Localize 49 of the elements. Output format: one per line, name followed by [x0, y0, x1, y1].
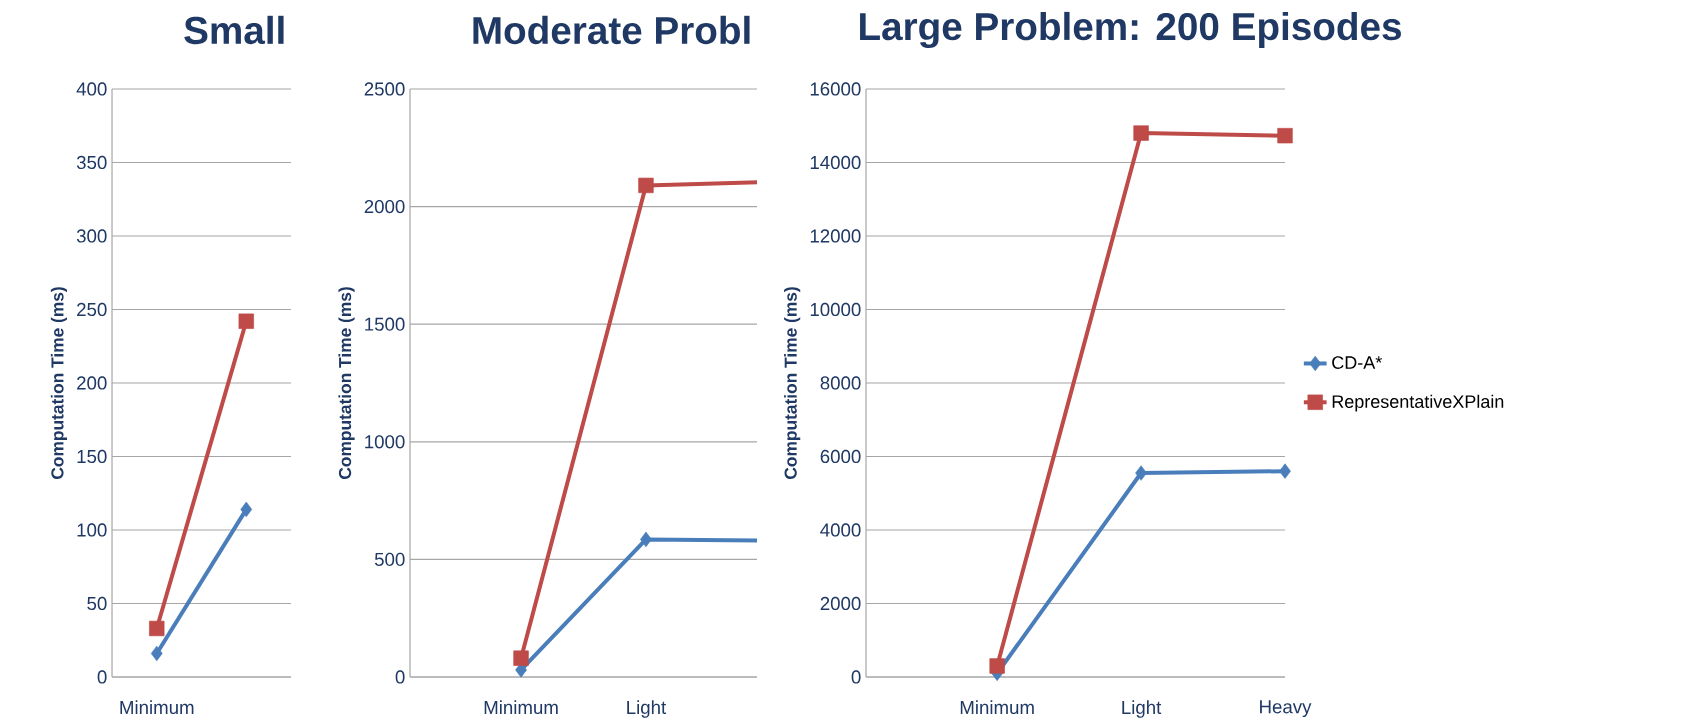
y-tick-label: 50: [87, 596, 107, 611]
point: [1277, 127, 1293, 144]
point: [1135, 465, 1147, 481]
chart-title: Small: [184, 15, 284, 45]
y-tick-label: 4000: [820, 523, 861, 537]
y-tick-label: 500: [374, 552, 405, 566]
y-tick-label: 0: [395, 670, 405, 684]
legend-label: RepresentativeXPlain: [1332, 394, 1504, 412]
point: [240, 501, 253, 518]
y-tick-label: 200: [77, 376, 107, 390]
y-tick-label: 6000: [820, 449, 861, 464]
point: [638, 177, 654, 194]
point: [150, 645, 163, 662]
y-tick-label: 100: [77, 523, 107, 537]
point: [1279, 463, 1291, 479]
chart-title: Moderate Probl: [473, 15, 750, 45]
y-axis-title: Computation Time (ms): [338, 287, 355, 479]
x-tick-label: Light: [627, 700, 667, 718]
y-tick-label: 10000: [810, 302, 861, 317]
y-tick-label: 300: [76, 229, 107, 243]
y-tick-label: 2000: [820, 596, 861, 611]
point: [989, 658, 1005, 674]
x-tick-label: Minimum: [120, 700, 194, 715]
y-tick-label: 400: [76, 82, 107, 96]
point: [149, 620, 165, 637]
chart-title: Large Problem: 200 Episodes: [860, 11, 1401, 49]
y-tick-label: 150: [77, 449, 107, 464]
x-tick-label: Heavy: [1260, 700, 1312, 718]
y-tick-label: 350: [76, 155, 107, 170]
point: [238, 313, 254, 329]
y-tick-label: 14000: [810, 155, 861, 170]
y-tick-label: 2500: [364, 82, 405, 96]
legend-label: CD-A*: [1332, 356, 1382, 369]
y-tick-label: 0: [851, 670, 861, 684]
y-tick-label: 1500: [365, 317, 405, 331]
y-tick-label: 16000: [810, 82, 861, 96]
x-tick-label: Light: [1122, 700, 1162, 718]
y-tick-label: 250: [77, 302, 107, 317]
y-tick-label: 2000: [364, 199, 405, 214]
y-axis-title: Computation Time (ms): [784, 287, 801, 479]
point: [1133, 125, 1149, 141]
x-tick-label: Minimum: [960, 700, 1034, 715]
x-tick-label: Minimum: [484, 700, 558, 715]
y-tick-label: 0: [97, 670, 107, 684]
y-axis-title: Computation Time (ms): [50, 287, 67, 479]
point: [513, 650, 529, 666]
y-tick-label: 12000: [810, 229, 861, 243]
y-tick-label: 1000: [365, 435, 405, 449]
y-tick-label: 8000: [820, 376, 861, 390]
